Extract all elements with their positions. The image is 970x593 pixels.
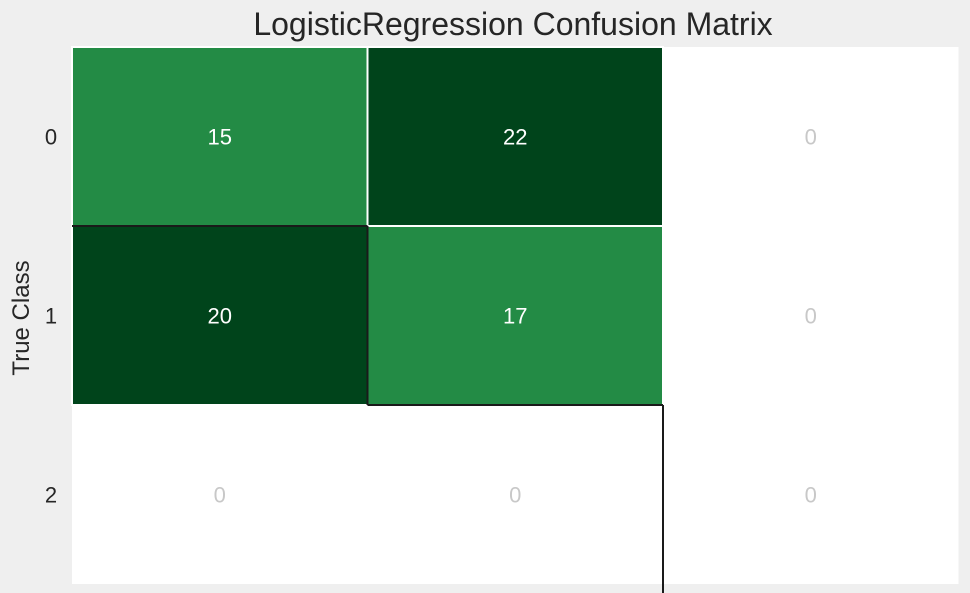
heatmap-cell-r0-c2 <box>663 47 959 226</box>
cell-value-r1-c1: 17 <box>503 304 527 329</box>
highlight-edges <box>72 225 664 593</box>
y-tick-label-0: 0 <box>45 125 57 150</box>
y-axis-label: True Class <box>8 260 35 375</box>
cell-value-r2-c2: 0 <box>805 483 817 508</box>
heatmap-cell-r0-c1 <box>366 46 664 227</box>
chart-title: LogisticRegression Confusion Matrix <box>253 6 772 42</box>
heatmap-cell-r0-c0 <box>71 46 369 227</box>
heatmap-cell-r2-c0 <box>72 405 368 584</box>
heatmap-cell-labels: 15 22 0 20 17 0 0 0 0 <box>208 125 817 508</box>
y-tick-label-1: 1 <box>45 304 57 329</box>
cell-value-r1-c0: 20 <box>208 304 232 329</box>
cell-value-r0-c1: 22 <box>503 125 527 150</box>
cell-value-r2-c1: 0 <box>509 483 521 508</box>
heatmap-cells <box>71 46 959 584</box>
y-tick-label-2: 2 <box>45 483 57 508</box>
heatmap-cell-r1-c0 <box>71 225 369 406</box>
cell-value-r0-c2: 0 <box>805 125 817 150</box>
heatmap-cell-r1-c2 <box>663 226 959 405</box>
y-tick-labels: 0 1 2 <box>45 125 57 508</box>
cell-value-r0-c0: 15 <box>208 125 232 150</box>
heatmap-cell-r1-c1 <box>366 225 664 406</box>
cell-value-r1-c2: 0 <box>805 304 817 329</box>
heatmap-cell-r2-c2 <box>663 405 959 584</box>
heatmap-cell-r2-c1 <box>367 405 663 584</box>
cell-value-r2-c0: 0 <box>214 483 226 508</box>
